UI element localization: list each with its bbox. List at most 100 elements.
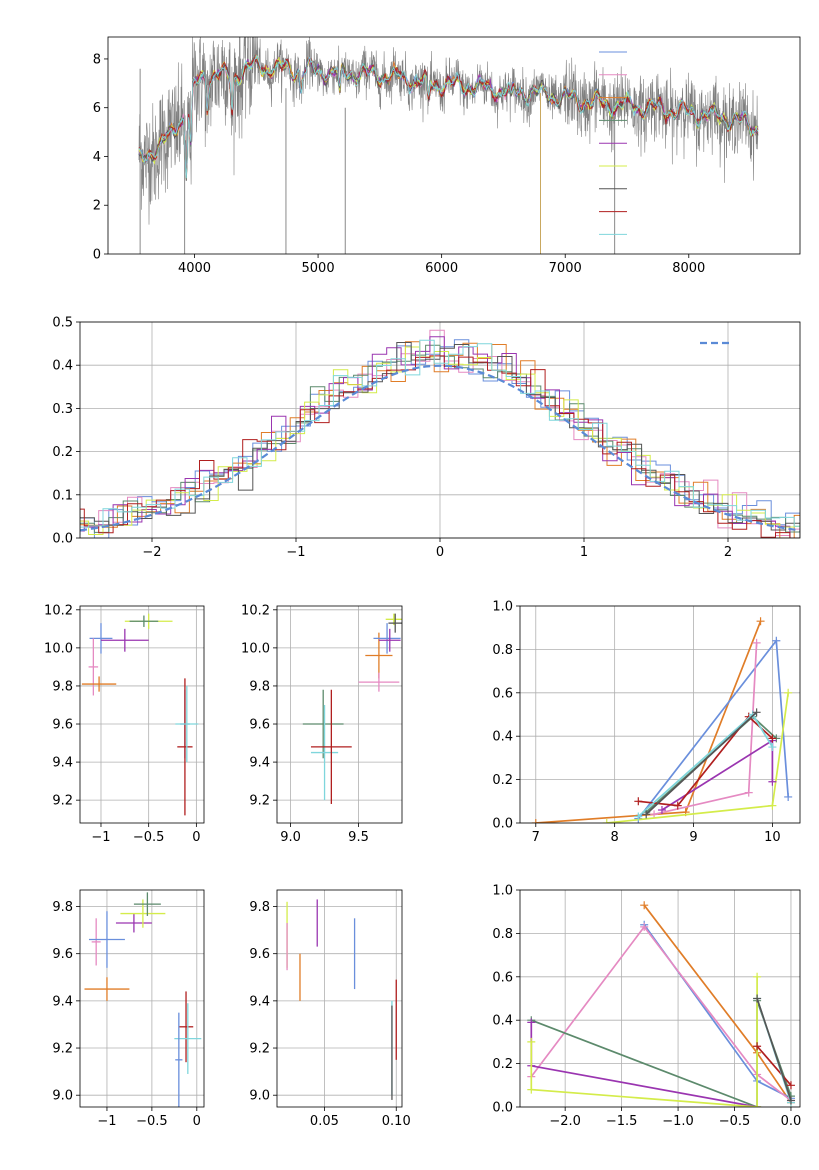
- y-tick-label: 9.8: [52, 900, 73, 915]
- axes-mass-vs-Z: −1 −0.5 0 9.0 9.2 9.4 9.6 9.8: [52, 889, 205, 1129]
- x-tick-label: 0.0: [781, 1114, 802, 1129]
- y-tick-label: 0.0: [492, 1101, 513, 1116]
- y-tick-label: 9.8: [249, 679, 270, 694]
- weight-marker: [642, 810, 651, 819]
- weight-line-0: [535, 620, 762, 823]
- weight-line-3: [606, 692, 790, 823]
- x-tick-label: 0.10: [382, 1114, 411, 1129]
- weight-marker: [634, 797, 643, 806]
- model-fit-7: [138, 56, 759, 174]
- x-tick-label: 4000: [178, 261, 211, 276]
- weight-marker: [634, 812, 643, 821]
- x-tick-label: 7: [532, 830, 540, 845]
- plot-area: [80, 329, 800, 538]
- x-tick-label: −1: [91, 830, 110, 845]
- axes-frame: [79, 889, 205, 1108]
- y-tick-label: 9.2: [52, 794, 73, 809]
- axes-weight-vs-age: 7 8 9 10 0.0 0.2 0.4 0.6 0.8 1.0: [492, 600, 801, 845]
- axes-frame: [519, 605, 801, 824]
- axes-frame: [79, 605, 205, 824]
- axes-spectrum: 4000 5000 6000 7000 8000 0 2 4 6 8: [93, 36, 801, 276]
- y-tick-label: 0.4: [492, 1014, 513, 1029]
- y-tick-label: 0.4: [52, 359, 73, 374]
- weight-marker: [753, 972, 762, 981]
- histogram-7: [80, 355, 800, 538]
- x-tick-label: −1.5: [606, 1114, 638, 1129]
- weight-marker: [752, 708, 761, 717]
- y-tick-label: 9.4: [249, 994, 270, 1009]
- normal-curve: [80, 364, 800, 532]
- y-tick-label: 0.5: [52, 316, 73, 331]
- histogram-6: [80, 342, 800, 538]
- axes-residuals: −2 −1 0 1 2 0.0 0.1 0.2 0.3 0.4 0.5: [52, 316, 801, 560]
- y-tick-label: 9.2: [52, 1042, 73, 1057]
- model-fit-8: [138, 55, 759, 179]
- x-tick-label: 9.0: [280, 830, 301, 845]
- x-tick-label: −2: [142, 545, 161, 560]
- x-tick-label: 10: [764, 830, 781, 845]
- axes-frame: [276, 889, 403, 1108]
- x-tick-label: 2: [724, 545, 732, 560]
- axes-mass-vs-ebv: 0.05 0.10 9.0 9.2 9.4 9.6 9.8: [249, 889, 411, 1129]
- x-tick-label: 6000: [425, 261, 458, 276]
- weight-marker: [657, 805, 666, 814]
- weight-marker: [756, 617, 765, 626]
- y-tick-label: 0.8: [492, 927, 513, 942]
- x-tick-label: −0.5: [136, 1114, 168, 1129]
- y-tick-label: 9.6: [249, 718, 270, 733]
- weight-line-5: [530, 976, 758, 1107]
- weight-line-2: [530, 925, 792, 1102]
- y-tick-label: 4: [93, 150, 101, 165]
- axes-frame: [276, 605, 403, 824]
- y-tick-label: 0.1: [52, 488, 73, 503]
- y-tick-label: 0.2: [52, 445, 73, 460]
- y-tick-label: 0.6: [492, 686, 513, 701]
- x-tick-label: 0: [436, 545, 444, 560]
- weight-marker: [786, 1096, 795, 1105]
- plot-area: [527, 901, 795, 1107]
- weight-marker: [752, 638, 761, 647]
- weight-marker: [640, 922, 649, 931]
- plot-area: [84, 892, 202, 1107]
- weight-marker: [527, 1018, 536, 1027]
- histogram-8: [80, 339, 800, 528]
- x-tick-label: 5000: [302, 261, 335, 276]
- histogram-2: [80, 341, 800, 538]
- x-tick-label: 0: [192, 830, 200, 845]
- axes-age-vs-Z: −1 −0.5 0 9.2 9.4 9.6 9.8 10.0 10.2: [44, 603, 205, 845]
- y-tick-label: 10.2: [241, 603, 270, 618]
- y-tick-label: 1.0: [492, 884, 513, 899]
- y-tick-label: 9.8: [249, 900, 270, 915]
- y-tick-label: 9.4: [249, 756, 270, 771]
- y-tick-label: 6: [93, 101, 101, 116]
- axes-frame: [79, 321, 801, 539]
- y-tick-label: 1.0: [492, 600, 513, 615]
- y-tick-label: 0.0: [52, 532, 73, 547]
- y-tick-label: 0.0: [492, 817, 513, 832]
- x-tick-label: 0.05: [310, 1114, 339, 1129]
- weight-marker: [527, 1085, 536, 1094]
- x-tick-label: 8000: [672, 261, 705, 276]
- plot-area: [81, 613, 199, 816]
- weight-marker: [753, 1103, 762, 1107]
- y-tick-label: 0.2: [492, 1057, 513, 1072]
- weight-marker: [650, 810, 659, 819]
- weight-marker: [768, 801, 777, 810]
- x-tick-label: 9.5: [348, 830, 369, 845]
- weight-line-8: [756, 998, 792, 1101]
- y-tick-label: 0.2: [492, 773, 513, 788]
- y-tick-label: 9.8: [52, 679, 73, 694]
- plot-area: [138, 37, 759, 254]
- weight-marker: [753, 994, 762, 1003]
- weight-line-3: [530, 1000, 792, 1107]
- x-tick-label: −0.5: [719, 1114, 751, 1129]
- weight-marker: [772, 636, 781, 645]
- x-tick-label: −1: [286, 545, 305, 560]
- y-tick-label: 9.0: [249, 1089, 270, 1104]
- weight-marker: [786, 1081, 795, 1090]
- axes-weight-vs-Z: −2.0 −1.5 −1.0 −0.5 0.0 0.0 0.2 0.4 0.6 0.8 1.0: [492, 884, 801, 1130]
- x-tick-label: 0: [193, 1114, 201, 1129]
- y-tick-label: 9.2: [249, 794, 270, 809]
- y-tick-label: 2: [93, 199, 101, 214]
